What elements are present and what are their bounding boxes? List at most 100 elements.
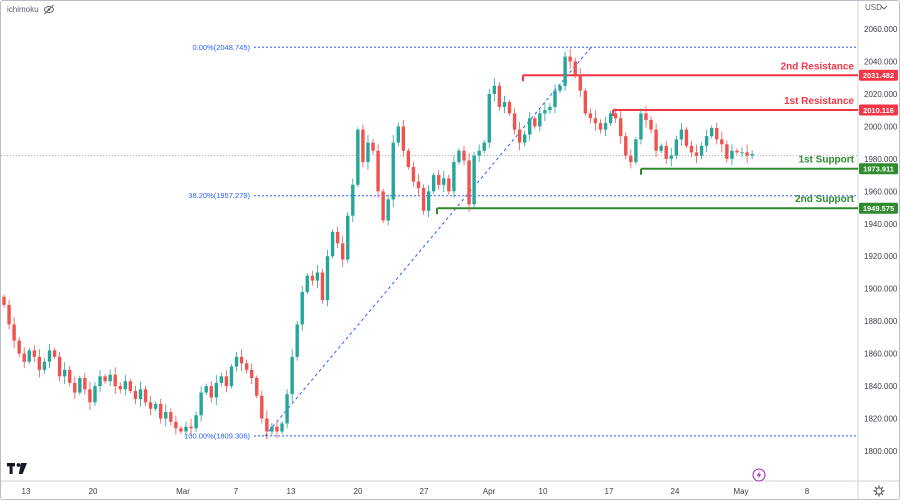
candle-body [603, 123, 608, 130]
fib-level-label: 0.00%(2048.745) [192, 43, 250, 52]
candle-body [654, 129, 658, 151]
candle-body [462, 150, 466, 161]
level-price-badge-text: 1949.575 [863, 204, 894, 213]
fibonacci-retracement[interactable]: 0.00%(2048.745) 38.20%(1957.279) 100.00%(1… [184, 43, 858, 441]
price-tick-label: 1980.000 [864, 155, 898, 164]
candle-body [118, 386, 122, 390]
candle-body [108, 374, 112, 382]
candle-body [522, 134, 527, 143]
candle-body [159, 403, 163, 419]
candle-body [32, 350, 37, 357]
tradingview-logo[interactable] [7, 463, 27, 474]
candle-body [68, 369, 72, 383]
candle-body [745, 152, 749, 156]
price-tick-label: 1860.000 [864, 350, 898, 359]
time-tick-label: 8 [805, 487, 810, 496]
time-tick-label: 13 [22, 487, 31, 496]
candle-body [502, 102, 507, 107]
candle-body [401, 126, 406, 151]
indicator-legend[interactable]: ichimoku [7, 4, 54, 15]
candle-body [346, 215, 350, 260]
candle-body [538, 113, 542, 127]
price-tick-label: 2020.000 [864, 90, 898, 99]
candle-body [325, 256, 330, 301]
candle-body [644, 113, 648, 120]
candle-body [573, 61, 577, 75]
price-tick-label: 1920.000 [864, 252, 898, 261]
gear-icon[interactable] [873, 485, 885, 497]
indicator-label: ichimoku [7, 5, 39, 14]
fib-level-label: 38.20%(1957.279) [188, 191, 250, 200]
candle-body [740, 152, 744, 154]
candle-body [361, 129, 365, 163]
candle-body [174, 421, 178, 429]
time-tick-label: 17 [605, 487, 614, 496]
candle-body [138, 389, 143, 400]
candle-body [270, 426, 274, 432]
candle-body [224, 376, 229, 387]
currency-selector[interactable]: USD [865, 3, 888, 12]
price-axis-ticks: 2060.000 2040.000 2020.000 2000.000 1980.000… [864, 25, 898, 456]
candle-body [133, 390, 138, 400]
candle-body [669, 155, 673, 159]
candle-body [553, 90, 557, 107]
candle-body [517, 129, 522, 143]
candle-body [62, 369, 67, 377]
candle-body [588, 113, 593, 119]
candle-body [664, 145, 668, 159]
candle-body [376, 150, 380, 192]
candle-body [431, 175, 436, 192]
lightning-icon[interactable] [752, 468, 766, 482]
candle-body [406, 150, 411, 167]
candle-body [229, 366, 234, 387]
candle-body [442, 178, 446, 185]
candle-body [249, 369, 254, 378]
candle-body [351, 184, 355, 216]
candle-body [563, 56, 567, 86]
candle-body [447, 178, 451, 192]
level-label: 1st Support [798, 155, 854, 166]
candle-body [694, 152, 699, 156]
candle-body [411, 166, 416, 182]
candle-body [7, 304, 11, 325]
price-tick-label: 1940.000 [864, 220, 898, 229]
candle-body [371, 142, 375, 151]
candle-body [265, 418, 269, 432]
price-tick-label: 1840.000 [864, 382, 898, 391]
candle-body [416, 181, 421, 189]
time-tick-label: 24 [671, 487, 680, 496]
candle-body [629, 155, 633, 163]
time-tick-label: May [733, 487, 748, 496]
candle-body [300, 291, 304, 325]
candle-body [467, 160, 471, 205]
eye-off-icon[interactable] [44, 4, 54, 15]
level-price-badge-text: 1973.911 [863, 165, 894, 174]
candle-body [593, 118, 598, 124]
price-tick-label: 2040.000 [864, 57, 898, 66]
candle-body [512, 113, 517, 130]
candle-body [88, 389, 92, 403]
candle-body [330, 231, 335, 257]
plot-area[interactable] [1, 1, 858, 481]
candle-body [123, 381, 128, 390]
candle-body [558, 85, 562, 91]
level-label: 2nd Support [795, 194, 855, 205]
candle-body [37, 356, 42, 370]
candle-body [27, 350, 31, 362]
candle-body [598, 123, 603, 130]
candle-body [78, 377, 82, 393]
price-axis[interactable] [858, 1, 899, 481]
candle-body [280, 423, 284, 432]
time-tick-label: 20 [354, 487, 363, 496]
candle-body [477, 150, 481, 156]
candle-body [98, 376, 102, 387]
candle-body [17, 340, 21, 354]
fib-trendline [264, 46, 592, 437]
level-price-badge [859, 163, 898, 175]
candle-body [735, 150, 739, 153]
candle-body [634, 139, 638, 163]
price-tick-label: 1800.000 [864, 447, 898, 456]
price-tick-label: 1880.000 [864, 317, 898, 326]
